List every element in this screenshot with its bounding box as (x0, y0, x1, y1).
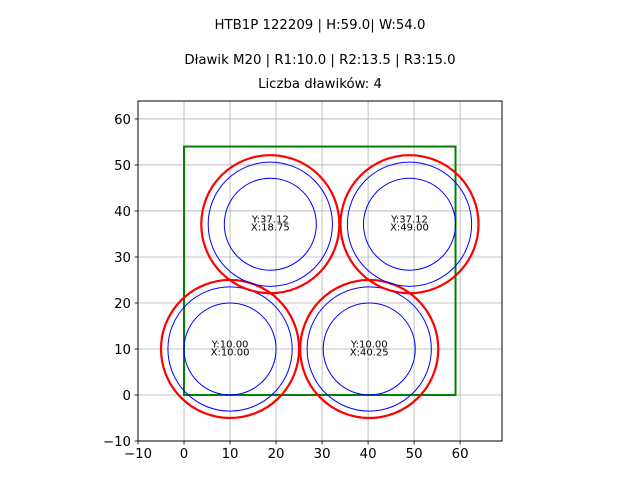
gland-middle-circle (346, 161, 473, 287)
gland-inner-circle (322, 302, 416, 396)
gland-annotations: Y:10.00X:10.00Y:10.00X:40.25Y:37.12X:18.… (211, 215, 429, 359)
y-tick-label: 50 (114, 159, 131, 174)
x-tick-label: 20 (268, 447, 285, 462)
gland-middle-circle (306, 286, 432, 412)
gland-label-x: X:40.25 (350, 347, 389, 358)
gland-outer-circle (200, 154, 341, 295)
x-tick-label: 40 (360, 447, 377, 462)
x-tick-label: 30 (314, 447, 331, 462)
axes-frame (137, 100, 503, 442)
enclosure-rectangle (183, 145, 457, 396)
gland-label-y: Y:10.00 (350, 339, 388, 350)
x-tick-label: −10 (124, 447, 152, 462)
y-tick-label: 30 (114, 251, 131, 266)
gland-outer-circle (339, 154, 480, 295)
gland-middle-circle (167, 286, 293, 412)
x-tick-label: 10 (222, 447, 239, 462)
chart-title-gland-count: Liczba dławików: 4 (258, 77, 382, 92)
gland-middle-circle (207, 161, 333, 287)
y-tick-label: 20 (114, 297, 131, 312)
chart-suptitle: HTB1P 122209 | H:59.0| W:54.0 (214, 18, 426, 33)
y-tick-label: 40 (114, 205, 131, 220)
y-tick-label: 0 (123, 389, 131, 404)
gland-label-x: X:18.75 (251, 223, 290, 234)
plot-shapes (159, 145, 480, 420)
x-tick-label: 0 (180, 447, 188, 462)
y-tick-label: −10 (103, 435, 131, 450)
gland-label-x: X:49.00 (390, 223, 429, 234)
gland-label-y: Y:10.00 (211, 339, 249, 350)
gland-label-y: Y:37.12 (390, 215, 428, 226)
y-tick-label: 60 (114, 113, 131, 128)
axis-ticks: −10 0 10 20 30 40 50 60 −10 0 10 20 30 40 50 60 (103, 113, 469, 462)
y-tick-label: 10 (114, 343, 131, 358)
gland-label-y: Y:37.12 (251, 215, 289, 226)
x-tick-label: 50 (406, 447, 423, 462)
gland-label-x: X:10.00 (211, 347, 250, 358)
x-tick-label: 60 (452, 447, 469, 462)
gland-inner-circle (223, 177, 317, 271)
chart-title-gland-spec: Dławik M20 | R1:10.0 | R2:13.5 | R3:15.0 (184, 53, 456, 68)
gland-inner-circle (183, 302, 277, 396)
gland-inner-circle (362, 177, 457, 271)
